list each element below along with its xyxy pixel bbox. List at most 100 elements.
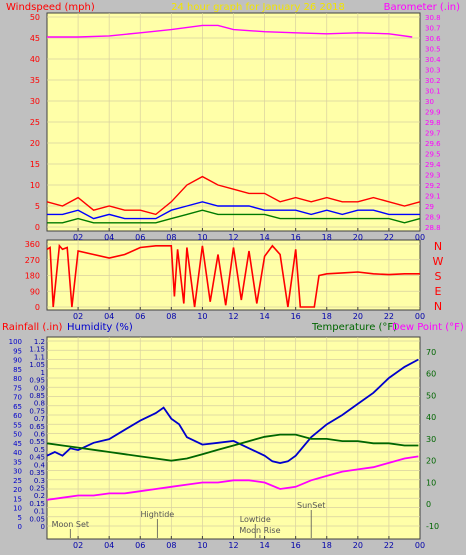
x-tick-label: 04 [104, 312, 114, 321]
x-tick-label: 02 [73, 312, 83, 321]
rainfall-tick-label: 1.1 [34, 353, 45, 361]
humidity-tick-label: 35 [13, 458, 22, 466]
humidity-tick-label: 45 [13, 440, 22, 448]
dew-point-axis-title: Dew Point (°F) [392, 322, 464, 333]
x-tick-label: 10 [197, 541, 207, 550]
annotation-label: Hightide [140, 510, 174, 519]
rainfall-tick-label: 0 [41, 523, 45, 531]
x-tick-label: 06 [135, 233, 145, 242]
graph-title: 24 hour graph for January 26 2018 [171, 2, 345, 13]
rainfall-tick-label: 0.2 [34, 492, 45, 500]
x-tick-label: 16 [291, 541, 301, 550]
humidity-tick-label: 10 [13, 505, 22, 513]
compass-label: N [434, 300, 442, 313]
rainfall-tick-label: 1.2 [34, 338, 45, 346]
wind-y-tick-label: 25 [30, 118, 40, 127]
direction-y-tick-label: 360 [25, 240, 40, 249]
x-tick-label: 06 [135, 541, 145, 550]
barometer-tick-label: 29.6 [425, 140, 441, 148]
humidity-tick-label: 100 [9, 338, 22, 346]
humidity-tick-label: 5 [18, 514, 22, 522]
rainfall-tick-label: 0.8 [34, 400, 45, 408]
humidity-tick-label: 90 [13, 357, 22, 365]
rainfall-tick-label: 0.25 [29, 484, 45, 492]
barometer-tick-label: 30.3 [425, 67, 441, 75]
barometer-tick-label: 30.6 [425, 35, 441, 43]
rainfall-tick-label: 0.95 [29, 377, 45, 385]
x-tick-label: 22 [384, 541, 394, 550]
x-tick-label: 20 [353, 233, 363, 242]
rainfall-tick-label: 0.85 [29, 392, 45, 400]
barometer-tick-label: 28.9 [425, 214, 441, 222]
annotation-label: Moon Rise [239, 526, 280, 535]
x-tick-label: 02 [73, 233, 83, 242]
temperature-tick-label: 40 [426, 413, 436, 422]
rainfall-tick-label: 0.45 [29, 454, 45, 462]
x-tick-label: 02 [73, 541, 83, 550]
x-tick-label: 18 [322, 233, 332, 242]
wind-y-tick-label: 30 [30, 97, 40, 106]
rainfall-tick-label: 0.05 [29, 515, 45, 523]
x-tick-label: 10 [197, 233, 207, 242]
x-tick-label: 14 [259, 541, 269, 550]
barometer-tick-label: 29.3 [425, 172, 441, 180]
rainfall-tick-label: 0.5 [34, 446, 45, 454]
annotation-label: Moon Set [52, 520, 89, 529]
series-humidity [46, 358, 419, 465]
humidity-tick-label: 70 [13, 394, 22, 402]
x-tick-label: 16 [291, 312, 301, 321]
wind-y-tick-label: 10 [30, 181, 40, 190]
rainfall-tick-label: 0.75 [29, 407, 45, 415]
x-tick-label: 04 [104, 233, 114, 242]
barometer-tick-label: 29 [425, 203, 434, 211]
temperature-axis-title: Temperature (°F) [311, 322, 397, 333]
wind-y-tick-label: 5 [35, 202, 40, 211]
x-tick-label: 22 [384, 233, 394, 242]
windspeed-axis-title: Windspeed (mph) [6, 2, 95, 13]
humidity-tick-label: 50 [13, 431, 22, 439]
compass-label: N [434, 240, 442, 253]
humidity-tick-label: 60 [13, 412, 22, 420]
direction-y-tick-label: 0 [35, 303, 40, 312]
x-tick-label: 06 [135, 312, 145, 321]
series-dew-point [46, 455, 419, 501]
barometer-tick-label: 29.4 [425, 161, 441, 169]
barometer-tick-label: 30.8 [425, 14, 441, 22]
temperature-tick-label: 20 [426, 457, 436, 466]
temperature-tick-label: 60 [426, 370, 436, 379]
humidity-tick-label: 0 [18, 523, 22, 531]
series-wind-direction [46, 243, 420, 308]
rainfall-tick-label: 0.3 [34, 477, 45, 485]
humidity-tick-label: 65 [13, 403, 22, 411]
compass-label: W [433, 255, 444, 268]
x-tick-label: 00 [415, 233, 425, 242]
temperature-tick-label: 0 [426, 500, 431, 509]
x-tick-label: 20 [353, 541, 363, 550]
humidity-tick-label: 30 [13, 468, 22, 476]
barometer-tick-label: 29.9 [425, 109, 441, 117]
rainfall-tick-label: 1.05 [29, 361, 45, 369]
humidity-tick-label: 55 [13, 421, 22, 429]
x-tick-label: 14 [259, 312, 269, 321]
x-tick-label: 12 [228, 541, 238, 550]
x-tick-label: 22 [384, 312, 394, 321]
x-tick-label: 08 [166, 541, 176, 550]
x-tick-label: 18 [322, 312, 332, 321]
barometer-tick-label: 29.2 [425, 182, 441, 190]
humidity-tick-label: 85 [13, 366, 22, 374]
barometer-tick-label: 29.1 [425, 193, 441, 201]
wind-y-tick-label: 45 [30, 34, 40, 43]
temperature-tick-label: 30 [426, 435, 436, 444]
x-tick-label: 12 [228, 233, 238, 242]
rainfall-tick-label: 0.55 [29, 438, 45, 446]
rainfall-axis-title: Rainfall (.in) [2, 322, 63, 333]
humidity-tick-label: 20 [13, 486, 22, 494]
series-wind-gust [46, 175, 421, 216]
barometer-tick-label: 30.7 [425, 25, 441, 33]
series-wind-average [47, 209, 421, 224]
x-tick-label: 12 [228, 312, 238, 321]
direction-y-tick-label: 180 [25, 272, 40, 281]
x-tick-label: 04 [104, 541, 114, 550]
x-tick-label: 00 [415, 541, 425, 550]
rainfall-tick-label: 1 [41, 369, 45, 377]
